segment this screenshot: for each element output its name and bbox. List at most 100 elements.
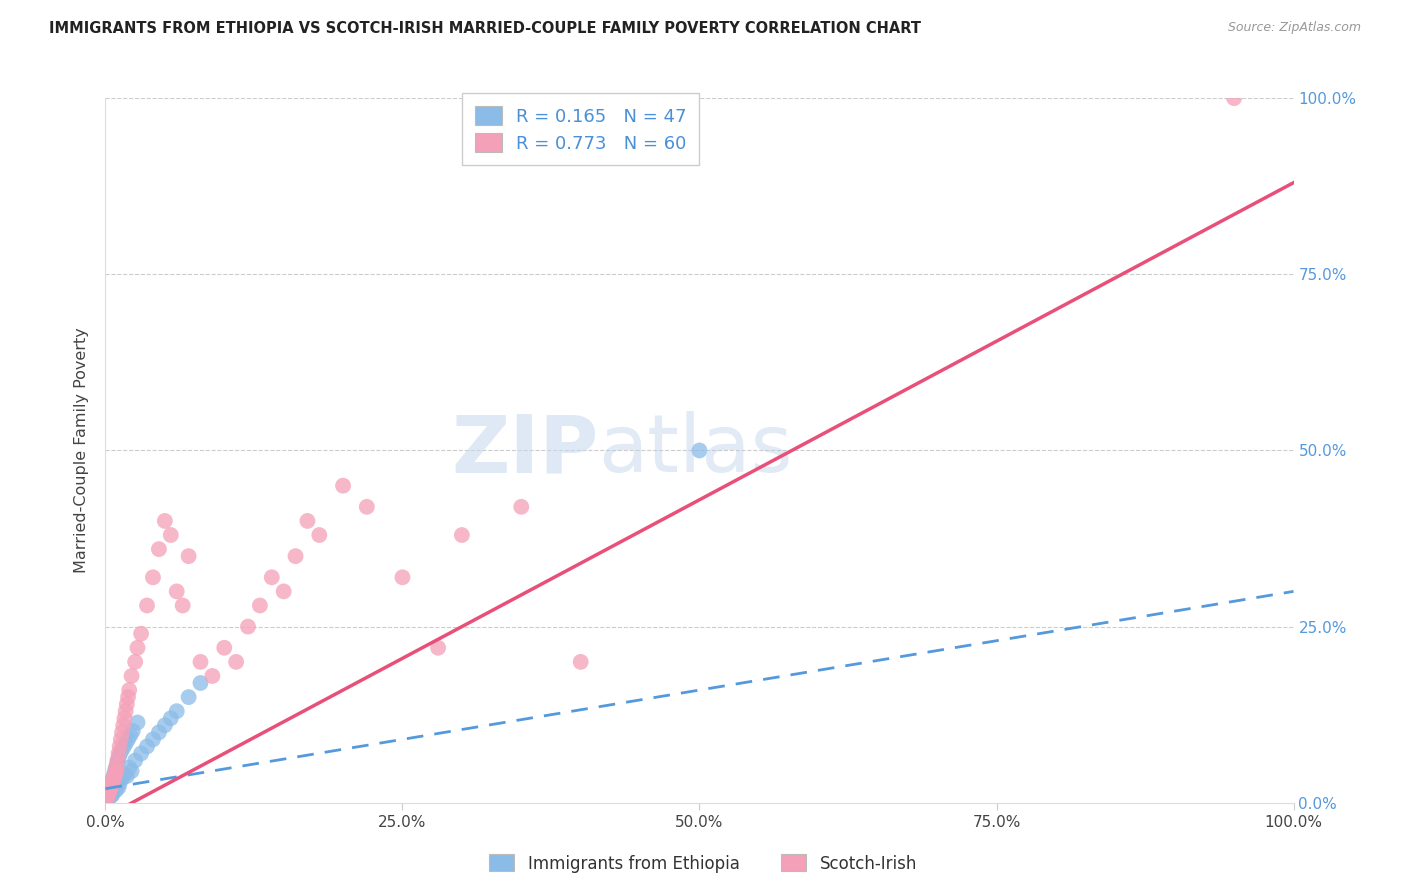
Point — [129, 747, 152, 761]
Point — [159, 711, 181, 725]
Point — [249, 599, 271, 613]
Point — [100, 779, 122, 793]
Text: IMMIGRANTS FROM ETHIOPIA VS SCOTCH-IRISH MARRIED-COUPLE FAMILY POVERTY CORRELATI: IMMIGRANTS FROM ETHIOPIA VS SCOTCH-IRISH… — [49, 21, 921, 37]
Point — [108, 739, 131, 754]
Point — [177, 690, 200, 705]
Point — [107, 780, 129, 795]
Text: ZIP: ZIP — [451, 411, 599, 490]
Point — [101, 788, 124, 802]
Point — [148, 542, 170, 557]
Y-axis label: Married-Couple Family Poverty: Married-Couple Family Poverty — [75, 327, 90, 574]
Point — [117, 690, 139, 705]
Point — [105, 760, 128, 774]
Legend: Immigrants from Ethiopia, Scotch-Irish: Immigrants from Ethiopia, Scotch-Irish — [482, 847, 924, 880]
Point — [105, 783, 128, 797]
Point — [96, 792, 118, 806]
Point — [105, 774, 128, 789]
Point — [121, 723, 143, 738]
Point — [236, 619, 259, 633]
Point — [114, 711, 136, 725]
Point — [450, 528, 472, 542]
Point — [153, 514, 176, 528]
Point — [96, 792, 118, 806]
Point — [105, 757, 128, 772]
Point — [104, 778, 127, 792]
Point — [121, 669, 143, 683]
Point — [148, 725, 170, 739]
Point — [103, 771, 125, 785]
Point — [127, 715, 149, 730]
Point — [98, 785, 121, 799]
Point — [510, 500, 533, 514]
Point — [117, 732, 139, 747]
Point — [104, 767, 127, 781]
Point — [127, 640, 149, 655]
Point — [166, 704, 188, 718]
Point — [101, 774, 124, 789]
Point — [103, 769, 125, 783]
Text: Source: ZipAtlas.com: Source: ZipAtlas.com — [1227, 21, 1361, 35]
Point — [124, 754, 146, 768]
Point — [129, 626, 152, 640]
Point — [121, 764, 143, 778]
Point — [104, 766, 127, 780]
Point — [114, 767, 136, 781]
Point — [105, 754, 128, 768]
Point — [112, 718, 135, 732]
Point — [96, 791, 118, 805]
Point — [107, 747, 129, 761]
Point — [136, 739, 159, 754]
Point — [1223, 91, 1246, 105]
Point — [177, 549, 200, 564]
Point — [100, 780, 122, 795]
Point — [98, 790, 121, 805]
Point — [569, 655, 592, 669]
Point — [118, 683, 141, 698]
Point — [273, 584, 295, 599]
Point — [356, 500, 378, 514]
Point — [114, 704, 136, 718]
Point — [97, 789, 120, 803]
Point — [136, 599, 159, 613]
Point — [114, 737, 136, 751]
Point — [103, 781, 125, 796]
Point — [97, 788, 120, 802]
Point — [201, 669, 224, 683]
Point — [101, 771, 124, 785]
Point — [115, 697, 138, 711]
Point — [100, 789, 122, 803]
Point — [159, 528, 181, 542]
Point — [153, 718, 176, 732]
Point — [112, 740, 135, 755]
Point — [427, 640, 450, 655]
Point — [101, 773, 124, 788]
Point — [98, 785, 121, 799]
Point — [107, 754, 129, 768]
Point — [98, 783, 121, 797]
Point — [97, 788, 120, 802]
Point — [190, 655, 212, 669]
Point — [118, 760, 141, 774]
Point — [101, 774, 124, 789]
Point — [214, 640, 236, 655]
Point — [96, 794, 118, 808]
Point — [108, 776, 131, 790]
Point — [101, 776, 124, 790]
Point — [108, 749, 131, 764]
Point — [391, 570, 413, 584]
Point — [308, 528, 330, 542]
Point — [104, 762, 127, 776]
Point — [96, 790, 118, 805]
Point — [100, 778, 122, 792]
Point — [105, 762, 128, 776]
Point — [225, 655, 247, 669]
Point — [260, 570, 283, 584]
Point — [142, 570, 165, 584]
Point — [172, 599, 194, 613]
Legend: R = 0.165   N = 47, R = 0.773   N = 60: R = 0.165 N = 47, R = 0.773 N = 60 — [463, 93, 699, 165]
Point — [115, 769, 138, 783]
Point — [190, 676, 212, 690]
Point — [98, 781, 121, 796]
Point — [689, 443, 711, 458]
Text: atlas: atlas — [599, 411, 793, 490]
